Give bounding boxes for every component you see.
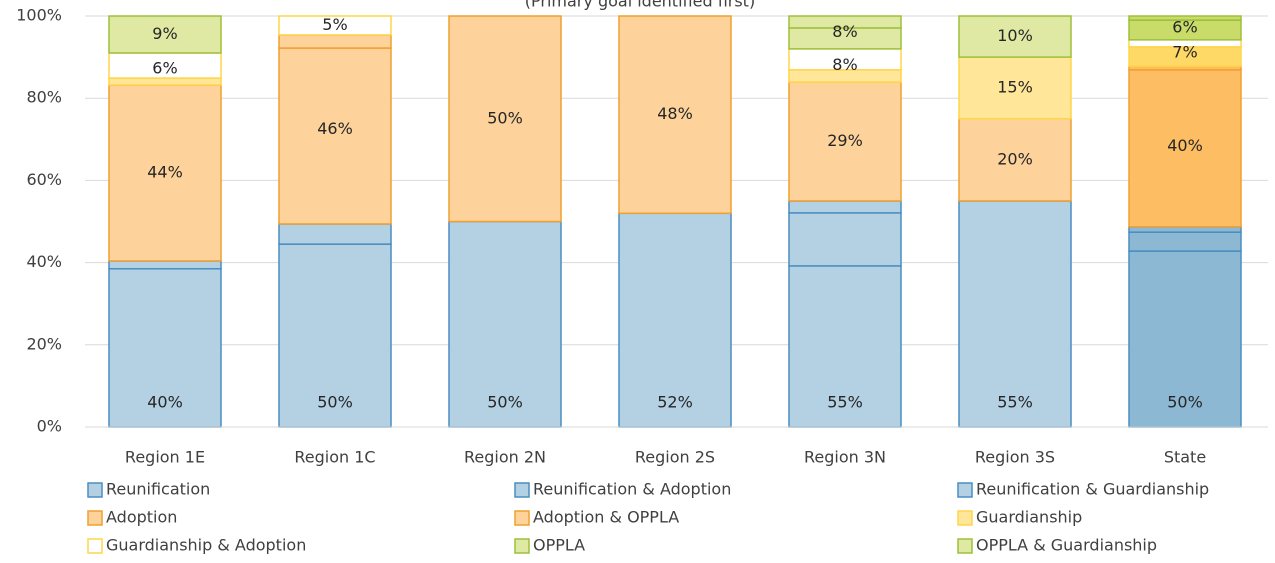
legend-label: Reunification & Guardianship (976, 480, 1209, 499)
y-tick-label: 20% (26, 334, 62, 353)
data-label: 40% (147, 393, 183, 412)
bar-segment (1128, 15, 1242, 21)
data-label: 6% (1172, 17, 1197, 36)
bar-segment (108, 84, 222, 262)
y-tick-label: 40% (26, 252, 62, 271)
bar-segment (1128, 69, 1242, 228)
bar-segment (108, 260, 222, 270)
bar-segment (788, 15, 902, 29)
bar-segment (618, 15, 732, 215)
bar-segment (1128, 226, 1242, 233)
data-label: 50% (317, 393, 353, 412)
legend-swatch (957, 510, 973, 526)
legend-label: OPPLA (533, 536, 585, 555)
x-tick-label: Region 1E (125, 448, 205, 467)
x-tick-label: Region 2N (464, 448, 546, 467)
legend-swatch (957, 482, 973, 498)
data-label: 20% (997, 149, 1033, 168)
bar-segment (108, 15, 222, 54)
data-label: 29% (827, 131, 863, 150)
data-label: 44% (147, 163, 183, 182)
data-label: 7% (1172, 42, 1197, 61)
bar-segment (278, 15, 392, 36)
bar-segment (1128, 231, 1242, 252)
y-tick-label: 60% (26, 170, 62, 189)
legend-swatch (87, 510, 103, 526)
legend-label: Adoption & OPPLA (533, 508, 679, 527)
x-tick-label: Region 3S (975, 448, 1055, 467)
x-tick-label: Region 3N (804, 448, 886, 467)
data-label: 46% (317, 119, 353, 138)
data-label: 55% (827, 393, 863, 412)
bar-segment (1128, 250, 1242, 428)
legend-label: Reunification (106, 480, 210, 499)
legend-swatch (514, 510, 530, 526)
data-label: 8% (832, 22, 857, 41)
data-label: 48% (657, 104, 693, 123)
bar-segment (278, 243, 392, 428)
data-label: 50% (487, 108, 523, 127)
chart-subtitle: (Primary goal identified first) (525, 0, 755, 11)
bar-segment (278, 34, 392, 49)
data-label: 5% (322, 15, 347, 34)
y-tick-label: 0% (37, 417, 62, 436)
bar-segment (108, 52, 222, 79)
bar-segment (108, 77, 222, 86)
legend-swatch (514, 482, 530, 498)
bar-segment (958, 15, 1072, 58)
bar-segment (448, 15, 562, 223)
data-label: 9% (152, 24, 177, 43)
bar-segment (618, 212, 732, 428)
x-tick-label: Region 2S (635, 448, 715, 467)
legend-label: Guardianship (976, 508, 1082, 527)
legend-label: OPPLA & Guardianship (976, 536, 1157, 555)
bar-segment (278, 223, 392, 245)
legend-swatch (87, 482, 103, 498)
data-label: 50% (1167, 393, 1203, 412)
y-tick-label: 100% (16, 6, 62, 25)
data-label: 50% (487, 393, 523, 412)
data-label: 6% (152, 59, 177, 78)
legend-swatch (957, 538, 973, 554)
data-label: 40% (1167, 136, 1203, 155)
data-label: 55% (997, 393, 1033, 412)
x-tick-label: Region 1C (294, 448, 375, 467)
legend-swatch (87, 538, 103, 554)
data-label: 52% (657, 393, 693, 412)
data-label: 8% (832, 55, 857, 74)
bar-segment (278, 47, 392, 225)
data-label: 10% (997, 26, 1033, 45)
bar-segment (958, 118, 1072, 202)
bar-segment (788, 81, 902, 202)
legend-label: Reunification & Adoption (533, 480, 731, 499)
legend-label: Adoption (106, 508, 177, 527)
bar-segment (788, 212, 902, 267)
x-tick-label: State (1164, 448, 1206, 467)
data-label: 15% (997, 77, 1033, 96)
y-tick-label: 80% (26, 88, 62, 107)
bar-segment (788, 200, 902, 214)
legend-label: Guardianship & Adoption (106, 536, 306, 555)
legend-swatch (514, 538, 530, 554)
bar-segment (958, 200, 1072, 428)
